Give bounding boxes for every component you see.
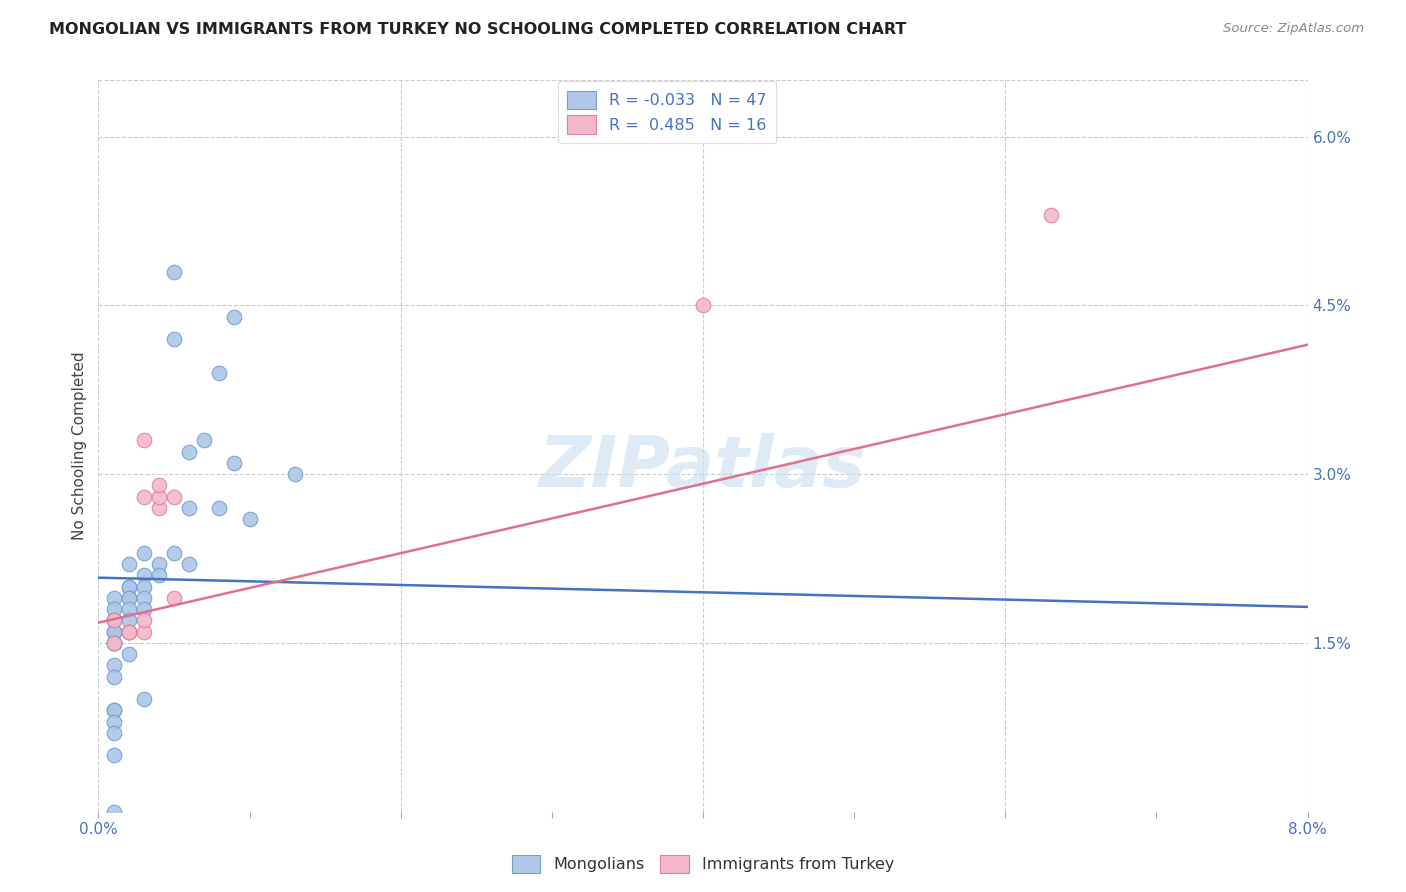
Point bbox=[148, 557, 170, 571]
Point bbox=[224, 310, 246, 324]
Point bbox=[118, 580, 141, 594]
Point bbox=[103, 726, 125, 740]
Point bbox=[179, 500, 201, 515]
Point bbox=[148, 478, 170, 492]
Point bbox=[148, 490, 170, 504]
Point bbox=[132, 602, 155, 616]
Point bbox=[163, 591, 186, 605]
Point bbox=[284, 467, 307, 482]
Point bbox=[132, 692, 155, 706]
Point bbox=[118, 580, 141, 594]
Point bbox=[148, 500, 170, 515]
Text: Source: ZipAtlas.com: Source: ZipAtlas.com bbox=[1223, 22, 1364, 36]
Point bbox=[132, 546, 155, 560]
Point bbox=[118, 591, 141, 605]
Point bbox=[103, 602, 125, 616]
Point bbox=[132, 490, 155, 504]
Point bbox=[224, 456, 246, 470]
Point bbox=[1039, 208, 1062, 222]
Legend: R = -0.033   N = 47, R =  0.485   N = 16: R = -0.033 N = 47, R = 0.485 N = 16 bbox=[558, 81, 776, 144]
Point bbox=[179, 557, 201, 571]
Point bbox=[132, 591, 155, 605]
Point bbox=[118, 624, 141, 639]
Point bbox=[118, 557, 141, 571]
Point bbox=[103, 614, 125, 628]
Point bbox=[103, 658, 125, 673]
Point bbox=[103, 636, 125, 650]
Point bbox=[208, 366, 231, 380]
Point bbox=[103, 714, 125, 729]
Y-axis label: No Schooling Completed: No Schooling Completed bbox=[72, 351, 87, 541]
Point bbox=[193, 434, 215, 448]
Point bbox=[103, 670, 125, 684]
Point bbox=[132, 568, 155, 582]
Point bbox=[132, 624, 155, 639]
Point bbox=[239, 512, 262, 526]
Point bbox=[103, 614, 125, 628]
Point bbox=[103, 614, 125, 628]
Point bbox=[103, 624, 125, 639]
Point bbox=[103, 805, 125, 819]
Point bbox=[179, 444, 201, 458]
Point bbox=[148, 568, 170, 582]
Point bbox=[103, 636, 125, 650]
Point bbox=[118, 647, 141, 661]
Point bbox=[132, 434, 155, 448]
Point bbox=[118, 624, 141, 639]
Point bbox=[118, 591, 141, 605]
Point bbox=[132, 614, 155, 628]
Point bbox=[208, 500, 231, 515]
Point bbox=[118, 624, 141, 639]
Point bbox=[163, 332, 186, 346]
Point bbox=[132, 580, 155, 594]
Point bbox=[118, 614, 141, 628]
Point bbox=[118, 624, 141, 639]
Text: MONGOLIAN VS IMMIGRANTS FROM TURKEY NO SCHOOLING COMPLETED CORRELATION CHART: MONGOLIAN VS IMMIGRANTS FROM TURKEY NO S… bbox=[49, 22, 907, 37]
Text: ZIPatlas: ZIPatlas bbox=[540, 434, 866, 502]
Point bbox=[103, 624, 125, 639]
Point bbox=[103, 591, 125, 605]
Legend: Mongolians, Immigrants from Turkey: Mongolians, Immigrants from Turkey bbox=[505, 848, 901, 880]
Point bbox=[118, 602, 141, 616]
Point bbox=[103, 703, 125, 717]
Point bbox=[103, 703, 125, 717]
Point bbox=[163, 546, 186, 560]
Point bbox=[103, 636, 125, 650]
Point bbox=[692, 298, 714, 312]
Point bbox=[163, 264, 186, 278]
Point bbox=[103, 748, 125, 763]
Point bbox=[103, 636, 125, 650]
Point bbox=[163, 490, 186, 504]
